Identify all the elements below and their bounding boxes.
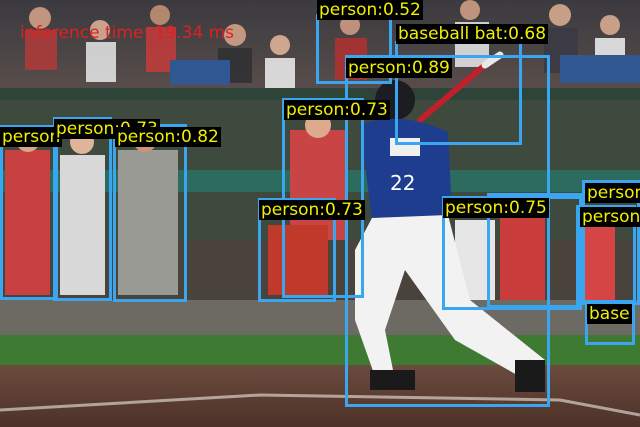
detection-box [53,117,112,301]
detection-label: person:0.73 [259,200,365,220]
detection-box [345,55,550,407]
detection-label: person:0.73 [284,100,390,120]
inference-time-text: inference time: 19.34 ms [20,23,235,43]
detection-label: person:0.75 [443,198,549,218]
detection-label: person:0.89 [346,58,452,78]
detection-box [258,198,336,302]
detection-label: person [0,127,63,147]
detection-label: person:0.82 [115,127,221,147]
detection-box [113,124,187,302]
detection-box [487,193,582,308]
detection-label: person:0.52 [317,0,423,20]
detection-label: person [580,207,640,227]
svg-text:22: 22 [390,171,415,195]
detection-label: person [585,183,640,203]
detection-box [585,300,635,345]
detection-box [0,125,58,300]
detection-box [576,205,636,305]
detection-label: baseball bat:0.68 [396,24,549,44]
detection-label: base [587,304,632,324]
